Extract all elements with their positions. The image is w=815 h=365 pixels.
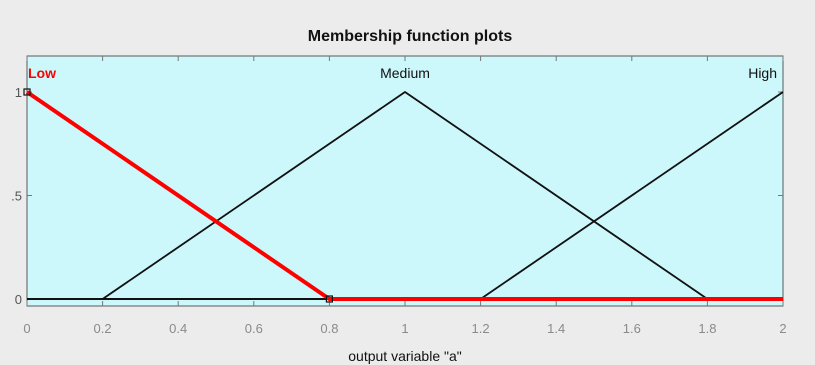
mf-handle[interactable]: [23, 88, 31, 96]
x-tick-label: 1: [401, 321, 408, 336]
x-tick-label: 1.8: [698, 321, 716, 336]
x-tick-label: 0.4: [169, 321, 187, 336]
plot-area[interactable]: [26, 55, 784, 307]
curve-labels: Low Medium High: [28, 65, 777, 81]
x-tick-label: 0: [23, 321, 30, 336]
mf-label-low: Low: [28, 65, 56, 81]
y-tick-label: 1: [15, 85, 22, 100]
x-tick-label: 0.6: [245, 321, 263, 336]
mf-curve-high[interactable]: [480, 91, 784, 300]
x-axis-label: output variable "a": [348, 348, 461, 364]
membership-curves: [23, 88, 784, 303]
x-tick-label: 1.2: [472, 321, 490, 336]
axis-ticks: 0 0.2 0.4 0.6 0.8 1 1.2 1.4 1.6 1.8 2 0 .5 1: [11, 56, 787, 336]
y-tick-label: .5: [11, 189, 22, 204]
mf-curve-low[interactable]: [25, 90, 783, 301]
mf-handle[interactable]: [325, 295, 333, 303]
x-tick-label: 0.2: [94, 321, 112, 336]
x-tick-label: 0.8: [320, 321, 338, 336]
mf-label-high: High: [748, 65, 777, 81]
mf-curve-medium[interactable]: [102, 91, 708, 300]
y-tick-label: 0: [15, 292, 22, 307]
mf-label-medium: Medium: [380, 65, 430, 81]
x-tick-label: 1.6: [623, 321, 641, 336]
chart-title: Membership function plots: [308, 28, 513, 45]
x-tick-label: 1.4: [547, 321, 565, 336]
x-tick-label: 2: [779, 321, 786, 336]
